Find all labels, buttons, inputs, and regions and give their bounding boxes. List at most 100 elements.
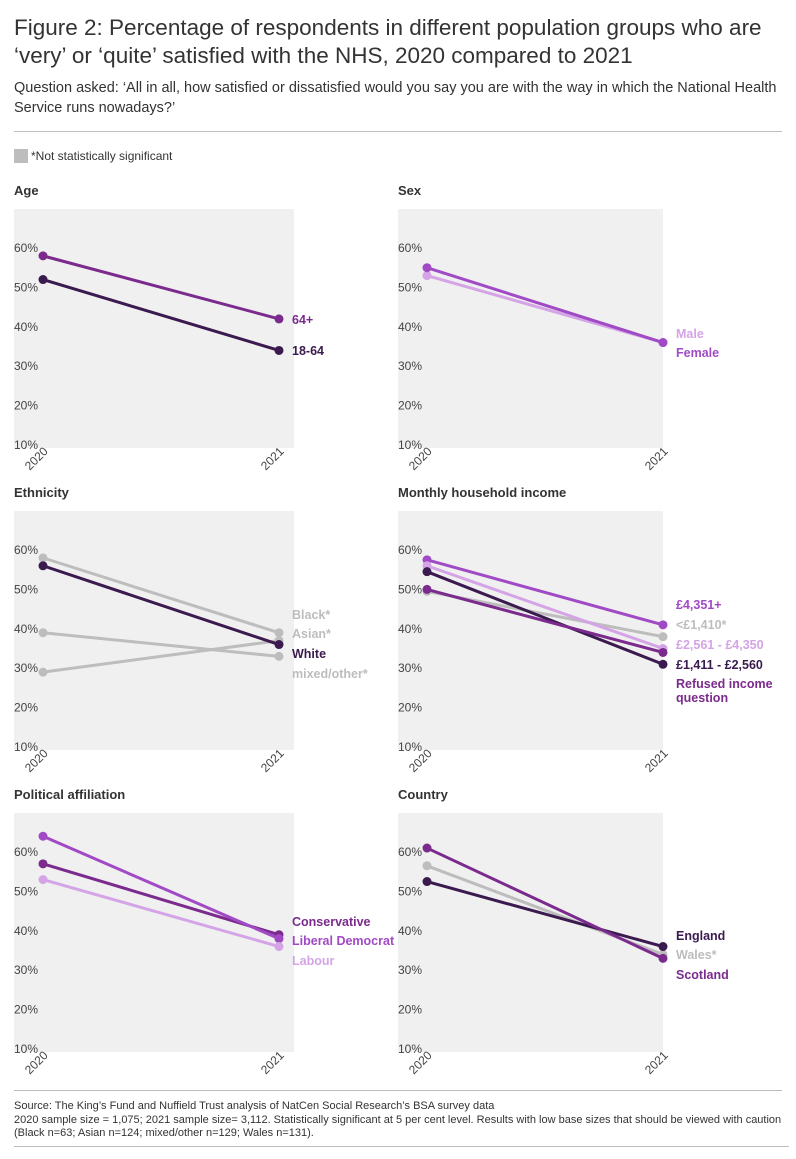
political-affiliation-liberal-democrat-point-2021 — [274, 934, 284, 944]
monthly-household-income-refused-income-question-line — [425, 587, 665, 654]
age-ytick-10: 10% — [14, 438, 38, 452]
ethnicity-white-point-2021 — [274, 640, 284, 650]
ethnicity-black-point-2021 — [274, 628, 284, 638]
ethnicity-panel-title: Ethnicity — [14, 485, 70, 500]
age-64-point-2021 — [274, 314, 284, 324]
age-64-line — [41, 254, 281, 321]
sex-xtick-2021: 2021 — [642, 444, 671, 473]
sex-female-line — [425, 266, 665, 345]
political-affiliation-conservative-point-2020 — [38, 859, 48, 869]
sex-ytick-10: 10% — [398, 438, 422, 452]
age-ytick-60: 60% — [14, 241, 38, 255]
age-18-64-line — [41, 278, 281, 352]
political-affiliation-xtick-2021: 2021 — [258, 1048, 287, 1077]
country-england-point-2021 — [658, 942, 668, 952]
age-panel-title: Age — [14, 183, 39, 198]
ethnicity-ytick-30: 30% — [14, 661, 38, 675]
political-affiliation-ytick-20: 20% — [14, 1003, 38, 1017]
legend-swatch — [14, 149, 28, 163]
sex-female-label: Female — [676, 346, 719, 360]
political-affiliation-ytick-30: 30% — [14, 963, 38, 977]
ethnicity-mixed-other-line — [41, 631, 281, 658]
country-scotland-point-2021 — [658, 953, 668, 963]
monthly-household-income-panel-title: Monthly household income — [398, 485, 566, 500]
monthly-household-income-ytick-40: 40% — [398, 622, 422, 636]
ethnicity-asian-label: Asian* — [292, 627, 331, 641]
sex-ytick-30: 30% — [398, 359, 422, 373]
monthly-household-income-ytick-60: 60% — [398, 543, 422, 557]
monthly-household-income-1-411-2-560-point-2021 — [658, 659, 668, 669]
country-ytick-30: 30% — [398, 963, 422, 977]
political-affiliation-labour-point-2021 — [274, 942, 284, 952]
monthly-household-income-4-351-point-2021 — [658, 620, 668, 630]
sex-ytick-50: 50% — [398, 280, 422, 294]
political-affiliation-labour-label: Labour — [292, 954, 334, 968]
ethnicity-asian-point-2020 — [38, 667, 48, 677]
monthly-household-income-xtick-2021: 2021 — [642, 746, 671, 775]
monthly-household-income-refused-income-question-point-2020 — [422, 584, 432, 594]
monthly-household-income-2-561-4-350-line — [425, 564, 665, 650]
political-affiliation-conservative-label: Conservative — [292, 915, 371, 929]
ethnicity-plot-area — [14, 511, 294, 750]
country-scotland-point-2020 — [422, 843, 432, 853]
political-affiliation-liberal-democrat-point-2020 — [38, 831, 48, 841]
ethnicity-mixed-other-point-2020 — [38, 628, 48, 638]
source-note: Source: The King’s Fund and Nuffield Tru… — [14, 1100, 495, 1112]
header-divider — [14, 131, 782, 132]
ethnicity-black-label: Black* — [292, 608, 330, 622]
monthly-household-income-1-410-point-2021 — [658, 632, 668, 642]
age-plot-area — [14, 209, 294, 448]
political-affiliation-panel-title: Political affiliation — [14, 787, 125, 802]
sex-panel-title: Sex — [398, 183, 422, 198]
country-wales-point-2020 — [422, 861, 432, 871]
age-64-label: 64+ — [292, 313, 313, 327]
monthly-household-income-refused-income-question-point-2021 — [658, 647, 668, 657]
ethnicity-black-point-2020 — [38, 553, 48, 563]
question-text: Question asked: ‘All in all, how satisfi… — [14, 80, 777, 116]
age-18-64-point-2020 — [38, 275, 48, 285]
sex-female-point-2021 — [658, 338, 668, 348]
monthly-household-income-4-351-line — [425, 558, 665, 627]
age-18-64-label: 18-64 — [292, 344, 324, 358]
sex-male-label: Male — [676, 327, 704, 341]
country-xtick-2021: 2021 — [642, 1048, 671, 1077]
political-affiliation-liberal-democrat-label: Liberal Democrat — [292, 934, 395, 948]
political-affiliation-liberal-democrat-line — [41, 834, 281, 941]
ethnicity-ytick-20: 20% — [14, 701, 38, 715]
footer-divider — [14, 1090, 782, 1091]
monthly-household-income-refused-income-question-label-line2: question — [676, 691, 728, 705]
monthly-household-income-refused-income-question-label: Refused income — [676, 677, 773, 691]
monthly-household-income-1-410-label: <£1,410* — [676, 618, 727, 632]
monthly-household-income-ytick-10: 10% — [398, 740, 422, 754]
sex-ytick-60: 60% — [398, 241, 422, 255]
sample-note: 2020 sample size = 1,075; 2021 sample si… — [14, 1113, 782, 1140]
age-ytick-20: 20% — [14, 399, 38, 413]
sex-male-point-2020 — [422, 271, 432, 281]
ethnicity-white-point-2020 — [38, 561, 48, 571]
ethnicity-asian-line — [41, 639, 281, 674]
political-affiliation-plot-area — [14, 813, 294, 1052]
sex-female-point-2020 — [422, 263, 432, 273]
political-affiliation-ytick-40: 40% — [14, 924, 38, 938]
age-ytick-40: 40% — [14, 320, 38, 334]
ethnicity-white-line — [41, 564, 281, 647]
ethnicity-ytick-10: 10% — [14, 740, 38, 754]
footer: Source: The King’s Fund and Nuffield Tru… — [14, 1100, 789, 1147]
country-scotland-label: Scotland — [676, 968, 729, 982]
ethnicity-ytick-50: 50% — [14, 582, 38, 596]
ethnicity-ytick-40: 40% — [14, 622, 38, 636]
monthly-household-income-2-561-4-350-label: £2,561 - £4,350 — [676, 638, 764, 652]
legend-label: *Not statistically significant — [31, 149, 173, 163]
age-18-64-point-2021 — [274, 345, 284, 355]
sex-ytick-40: 40% — [398, 320, 422, 334]
political-affiliation-ytick-60: 60% — [14, 845, 38, 859]
monthly-household-income-1-411-2-560-point-2020 — [422, 567, 432, 577]
monthly-household-income-1-411-2-560-line — [425, 570, 665, 666]
country-scotland-line — [425, 846, 665, 960]
country-ytick-60: 60% — [398, 845, 422, 859]
country-panel-title: Country — [398, 787, 449, 802]
country-ytick-50: 50% — [398, 884, 422, 898]
sex-ytick-20: 20% — [398, 399, 422, 413]
ethnicity-black-line — [41, 556, 281, 635]
